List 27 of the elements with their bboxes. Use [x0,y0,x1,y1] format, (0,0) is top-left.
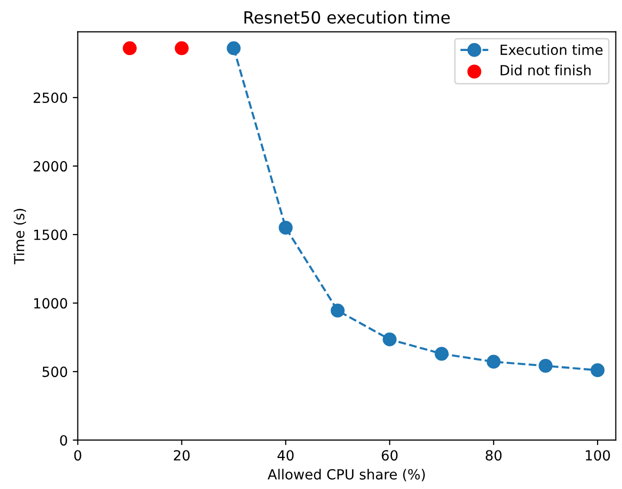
point [382,332,397,346]
point [590,363,605,378]
x-tick-label: 60 [382,450,398,461]
x-tick-label: 40 [278,450,294,461]
chart-title: Resnet50 execution time [244,10,450,24]
y-tick-label: 1000 [34,298,68,309]
point [226,41,241,56]
point [330,304,345,318]
point [538,358,553,373]
x-tick-label: 20 [174,450,190,461]
point [174,41,189,56]
y-tick-label: 2000 [34,161,68,172]
x-tick-label: 80 [486,450,502,461]
point [122,41,137,56]
point [486,354,501,369]
x-tick-label: 100 [586,450,610,461]
x-axis-title: Allowed CPU share (%) [268,468,425,482]
legend-label: Did not finish [500,64,591,76]
point [434,346,449,361]
y-tick-label: 500 [42,366,68,378]
x-tick-label: 0 [74,450,82,461]
y-tick-label: 1500 [34,230,68,240]
legend-label: Execution time [500,44,603,56]
y-axis-title: Time (s) [14,208,26,264]
y-tick-label: 0 [60,435,68,446]
point [278,220,293,235]
y-tick-label: 2500 [34,92,68,104]
